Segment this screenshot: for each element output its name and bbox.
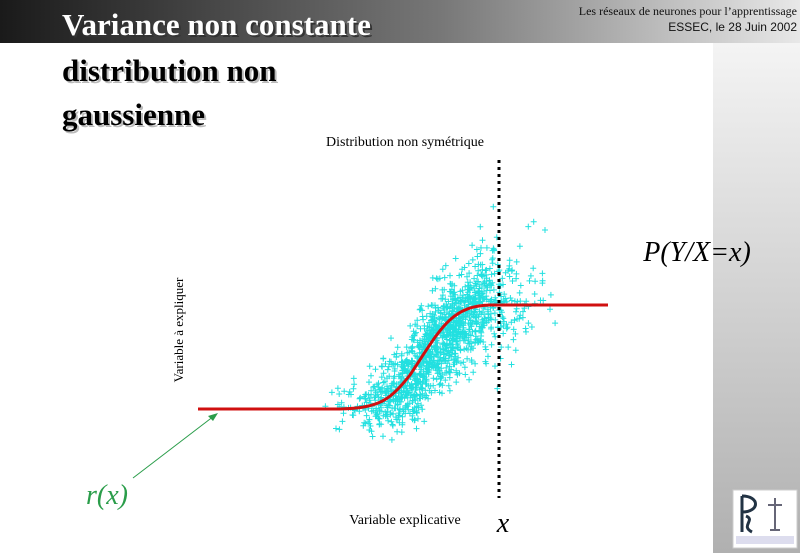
header-band [0,0,800,43]
logo [732,489,798,549]
arrow [132,415,215,479]
y-label: Variable à expliquer [171,277,186,382]
title-shadow: gaussienne [64,99,207,134]
x-mark: x [496,508,510,539]
regression-curve [198,303,608,411]
side-band [713,43,800,553]
course-title: Les réseaux de neurones pour l’apprentis… [579,4,797,18]
event: ESSEC, le 28 Juin 2002 [668,20,797,34]
regression-label: r(x) [86,480,128,511]
scatter-cloud [322,203,559,443]
x-label: Variable explicative [349,513,461,528]
conditional-label: P(Y/X=x) [642,237,751,268]
title-shadow: Variance non constante [64,9,373,44]
title-line: Variance non constante [62,7,371,42]
title-line: gaussienne [62,97,205,132]
title-line: distribution non [62,53,277,88]
top-label: Distribution non symétrique [326,135,484,150]
arrow-head [208,413,218,421]
title-shadow: distribution non [64,55,279,90]
